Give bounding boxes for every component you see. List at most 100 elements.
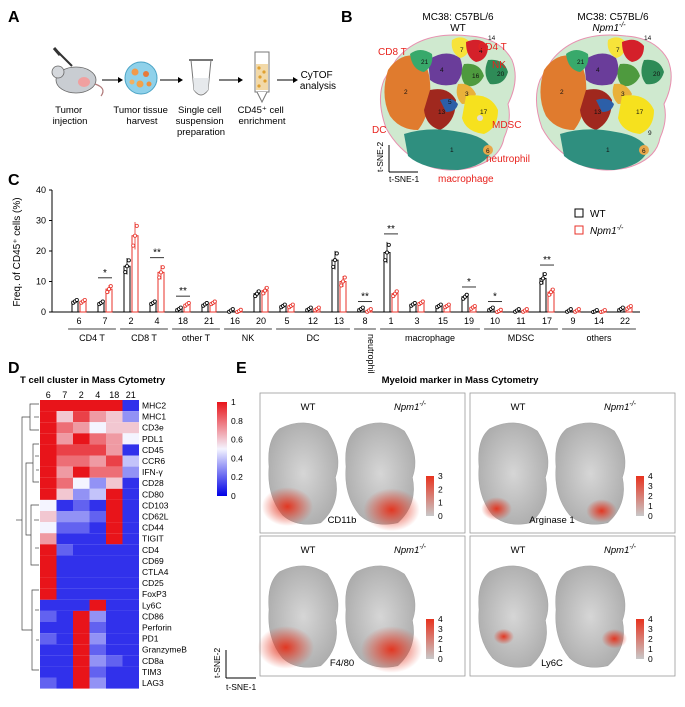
tsne-axes: t-SNE-2 t-SNE-1 (375, 142, 420, 185)
heatmap-cell (56, 466, 73, 478)
cluster-num: 9 (648, 130, 652, 137)
data-point (516, 307, 521, 312)
heatmap-cell (56, 422, 73, 434)
heatmap-cell (40, 566, 57, 578)
data-point (498, 307, 503, 312)
scale-tick-label: 1 (231, 397, 236, 407)
marker-scale-tick: 0 (438, 511, 443, 521)
heatmap-cell (106, 622, 123, 634)
cluster-num: 2 (404, 89, 408, 96)
legend-swatch-wt (574, 208, 584, 218)
x-tick-label: 14 (594, 316, 604, 326)
heatmap-cell (89, 433, 106, 445)
heatmap-row-label: CD86 (142, 611, 164, 621)
data-point (256, 289, 261, 294)
data-point (394, 289, 399, 294)
heatmap-cell (106, 400, 123, 412)
heatmap-cell (89, 522, 106, 534)
panel-label-d: D (8, 360, 20, 377)
marker-hotspot (481, 497, 512, 521)
heatmap-cell (122, 622, 139, 634)
cluster-num: 20 (653, 71, 661, 78)
heatmap-cell (73, 655, 90, 667)
myeloid-axis-y: t-SNE-2 (212, 648, 222, 679)
heatmap-cell (106, 411, 123, 423)
x-tick-label: 2 (128, 316, 133, 326)
heatmap-row-label: MHC1 (142, 412, 166, 422)
heatmap-title: T cell cluster in Mass Cytometry (20, 375, 166, 386)
x-tick-label: 22 (620, 316, 630, 326)
heatmap-scale-ticks: 1 0.8 0.6 0.4 0.2 0 (231, 397, 243, 501)
cluster-num: 3 (621, 91, 625, 98)
x-tick-label: 6 (76, 316, 81, 326)
heatmap-cell (56, 522, 73, 534)
marker-scale-tick: 3 (438, 624, 443, 634)
heatmap-cell (56, 677, 73, 689)
group-label: CD8 T (131, 333, 157, 343)
x-tick-label: 11 (516, 316, 525, 326)
ko-gene: Npm1 (394, 402, 419, 413)
heatmap-cell (89, 677, 106, 689)
significance-label: ** (179, 286, 187, 297)
heatmap-cell (89, 422, 106, 434)
ko-title-line-2: Npm1-/- (592, 22, 626, 34)
column-icon (254, 51, 270, 104)
heatmap-row-label: CD44 (142, 523, 164, 533)
heatmap-cell (40, 599, 57, 611)
heatmap-cell (122, 566, 139, 578)
wt-title-line-1: MC38: C57BL/6 (422, 12, 494, 23)
myeloid-subpanel: WT Npm1-/- 3 2 1 0 CD11b (259, 392, 466, 534)
data-point (186, 301, 191, 306)
ko-sup: -/- (419, 544, 426, 551)
data-point (82, 297, 87, 302)
cytof-line-1: CyTOF (301, 70, 333, 81)
heatmap-cell (40, 433, 57, 445)
heatmap-cell (89, 599, 106, 611)
marker-colorbar (636, 619, 644, 659)
heatmap-col-label: 2 (79, 390, 84, 400)
heatmap-col-label: 18 (109, 390, 119, 400)
data-point (464, 292, 469, 297)
data-point (490, 305, 495, 310)
mouse-icon (51, 47, 104, 97)
significance-label: ** (361, 292, 369, 303)
x-tick-label: 13 (334, 316, 344, 326)
group-label: other T (182, 333, 211, 343)
heatmap-cell (40, 677, 57, 689)
panel-label-e: E (236, 360, 247, 377)
heatmap-cell (40, 588, 57, 600)
legend-ko-sup: -/- (617, 225, 624, 232)
heatmap-cell (89, 610, 106, 622)
heatmap-cell (89, 577, 106, 589)
data-point (264, 285, 269, 290)
heatmap-cell (106, 644, 123, 656)
marker-scale-tick: 2 (648, 634, 653, 644)
heatmap-cell (89, 544, 106, 556)
heatmap-cell (106, 666, 123, 678)
marker-scale-tick: 0 (648, 511, 653, 521)
x-tick-label: 18 (178, 316, 188, 326)
cluster-num: 6 (642, 148, 646, 155)
data-point (105, 290, 110, 295)
heatmap-cell (73, 499, 90, 511)
step-caption-3: Single cell suspension preparation (176, 105, 227, 138)
data-point (74, 297, 79, 302)
marker-scale-tick: 1 (438, 644, 443, 654)
heatmap-cell (73, 455, 90, 467)
arrow-icon (277, 77, 298, 83)
group-label: NK (242, 333, 255, 343)
tsne-map-ko (536, 34, 672, 171)
data-point (420, 299, 425, 304)
cluster-num: 17 (636, 109, 644, 116)
heatmap-cell (89, 499, 106, 511)
y-tick-label: 10 (36, 277, 46, 287)
heatmap-cell (40, 522, 57, 534)
heatmap-row-label: CD3e (142, 423, 164, 433)
heatmap-cell (56, 511, 73, 523)
tsne-cloud (478, 565, 549, 668)
scale-tick-label: 0.4 (231, 453, 243, 463)
cluster-num: 21 (421, 59, 429, 66)
